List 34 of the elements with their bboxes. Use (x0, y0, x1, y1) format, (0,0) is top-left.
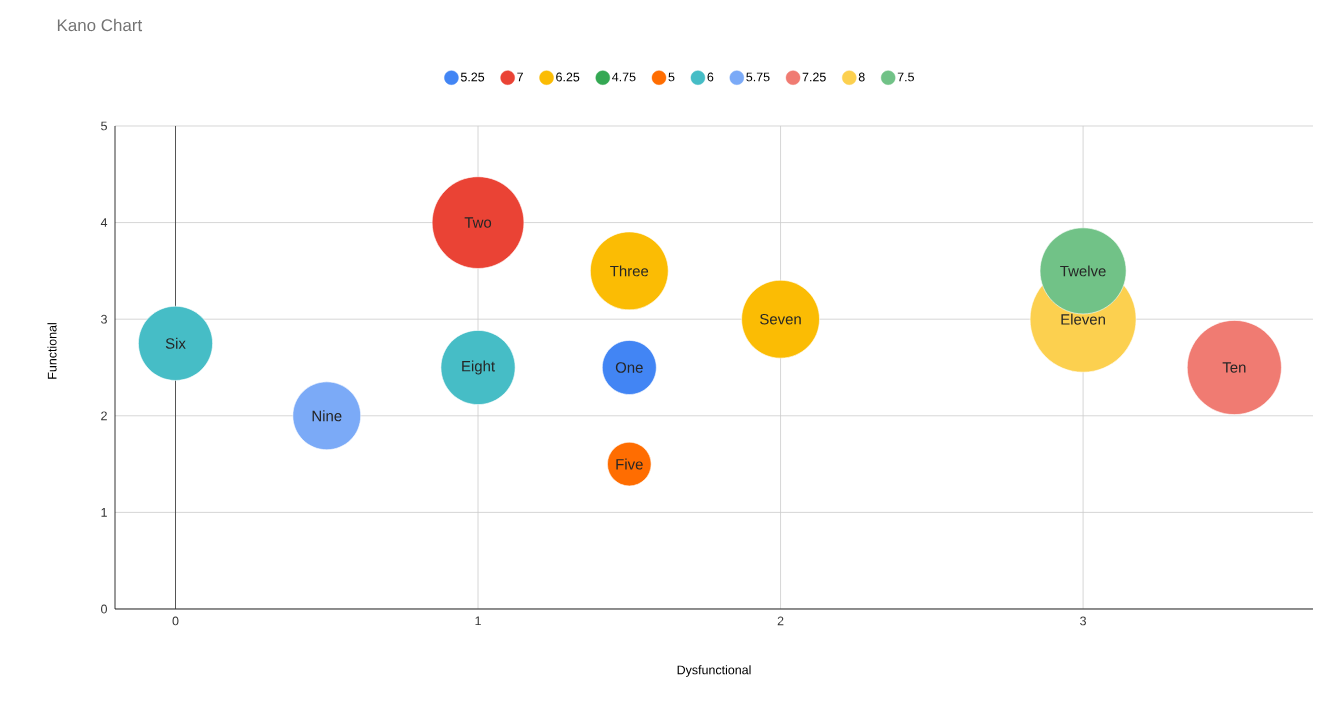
y-axis-title: Functional (47, 323, 57, 379)
y-tick-label: 4 (100, 218, 108, 227)
annotation: One (615, 362, 643, 373)
annotation: Ten (1222, 362, 1246, 373)
legend-label: 5.75 (746, 72, 770, 82)
annotation: Eleven (1061, 313, 1105, 325)
legend-label: 7.5 (897, 72, 914, 82)
legend-label: 8 (858, 72, 865, 82)
annotation: Three (610, 265, 649, 277)
legend-label: 4.75 (612, 72, 636, 82)
y-tick-label: 3 (101, 314, 107, 324)
legend-label: 5.25 (460, 72, 485, 82)
chart-title: Kano Chart (57, 18, 143, 32)
y-tick-label: 1 (101, 508, 107, 517)
legend-label: 6.25 (556, 72, 580, 82)
x-tick-label: 2 (777, 616, 784, 626)
annotation: Six (165, 337, 186, 349)
annotation: Two (464, 217, 492, 228)
legend-label: 7.25 (802, 72, 826, 82)
legend-label: 6 (707, 72, 714, 82)
y-tick-label: 2 (101, 411, 107, 421)
annotation: Eight (462, 360, 495, 375)
annotation: Five (616, 458, 643, 470)
annotation: Nine (312, 410, 342, 422)
y-tick-label: 5 (101, 121, 107, 131)
legend-label: 7 (517, 72, 523, 82)
x-tick-label: 0 (172, 616, 179, 626)
legend-label: 5 (668, 72, 675, 82)
x-axis-title: Dysfunctional (677, 665, 751, 677)
x-tick-label: 1 (475, 616, 481, 626)
y-tick-label: 0 (101, 604, 107, 614)
annotation: Twelve (1060, 265, 1106, 277)
annotation: Seven (760, 313, 801, 325)
x-tick-label: 3 (1080, 616, 1086, 626)
